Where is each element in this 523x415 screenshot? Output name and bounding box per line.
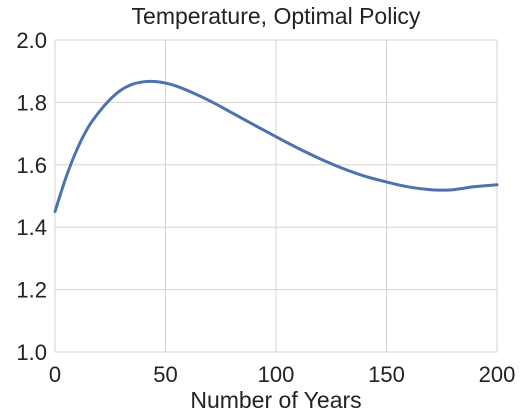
y-tick-label: 1.4 [16,215,47,240]
x-tick-label: 200 [479,362,516,387]
y-tick-label: 1.8 [16,90,47,115]
x-tick-label: 50 [153,362,177,387]
series-layer [53,79,499,214]
x-tick-label: 150 [368,362,405,387]
y-tick-label: 1.0 [16,340,47,365]
y-tick-label: 2.0 [16,28,47,53]
y-tick-label: 1.2 [16,278,47,303]
x-tick-label: 100 [258,362,295,387]
grid-lines [54,39,498,353]
chart-title: Temperature, Optimal Policy [132,3,421,29]
x-axis-label: Number of Years [190,387,361,413]
y-tick-labels: 1.0 1.2 1.4 1.6 1.8 2.0 [16,28,47,365]
temperature-series-line [53,79,499,214]
x-tick-labels: 0 50 100 150 200 [49,362,515,387]
x-tick-label: 0 [49,362,61,387]
plot-area [54,39,498,353]
y-tick-label: 1.6 [16,153,47,178]
